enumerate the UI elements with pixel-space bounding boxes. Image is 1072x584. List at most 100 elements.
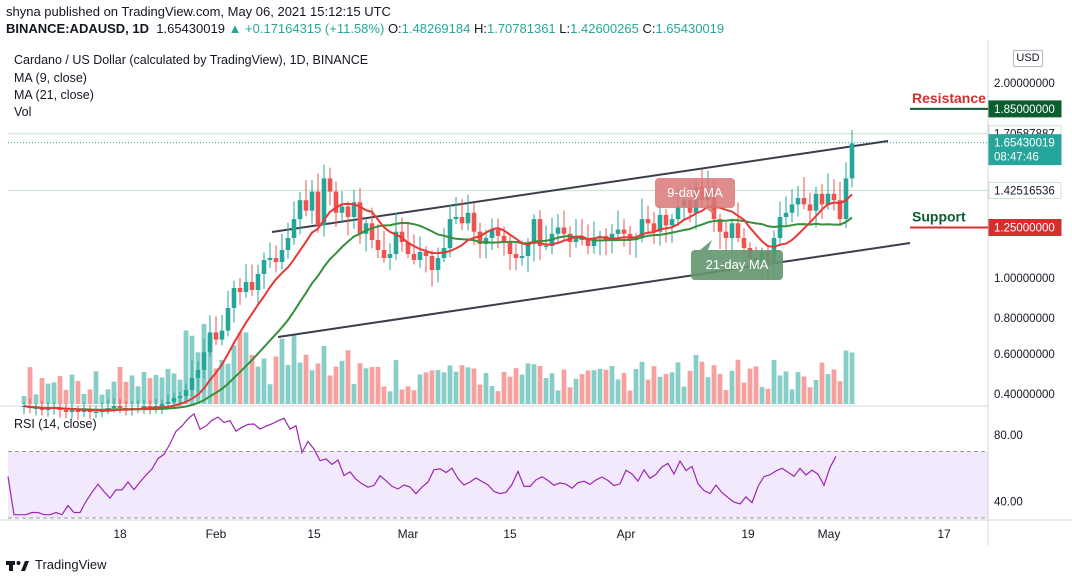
volume-bar xyxy=(825,374,831,404)
volume-bar xyxy=(495,391,501,404)
candle-body xyxy=(369,223,375,240)
ma21-tag-pointer xyxy=(700,240,712,250)
volume-bar xyxy=(333,366,339,404)
price-change: ▲ +0.17164315 (+11.58%) xyxy=(228,21,385,36)
volume-bar xyxy=(45,383,51,404)
volume-bar xyxy=(39,378,45,404)
ma21-tag-label: 21-day MA xyxy=(706,257,769,272)
volume-bar xyxy=(723,390,729,404)
rsi-tick-label: 40.00 xyxy=(994,496,1023,508)
volume-bar xyxy=(261,358,267,404)
candle-body xyxy=(189,378,195,390)
volume-bar xyxy=(759,387,765,404)
ma21-line xyxy=(23,216,853,411)
legend-ma21[interactable]: MA (21, close) xyxy=(14,88,94,102)
candle-body xyxy=(813,193,819,211)
resistance-price-tag-text: 1.85000000 xyxy=(994,104,1055,116)
volume-bar xyxy=(549,373,555,404)
candle-body xyxy=(381,250,387,258)
time-tick-label: 17 xyxy=(937,527,951,541)
volume-bar xyxy=(63,389,69,404)
volume-bar xyxy=(237,332,243,404)
volume-bar xyxy=(579,374,585,404)
tradingview-logo[interactable]: TradingView xyxy=(6,557,107,572)
volume-bar xyxy=(627,390,633,404)
volume-bar xyxy=(729,370,735,404)
candle-body xyxy=(513,254,519,258)
volume-bar xyxy=(423,372,429,404)
volume-bar xyxy=(99,394,105,404)
volume-bar xyxy=(345,350,351,404)
candle-body xyxy=(453,217,459,220)
legend-ma9[interactable]: MA (9, close) xyxy=(14,71,87,85)
candle-body xyxy=(333,191,339,213)
candle-body xyxy=(591,238,597,246)
candle-body xyxy=(117,406,123,408)
candle-body xyxy=(93,412,99,413)
candle-body xyxy=(393,231,399,254)
candle-body xyxy=(411,254,417,260)
volume-bar xyxy=(741,382,747,404)
candle-body xyxy=(639,219,645,238)
legend-vol[interactable]: Vol xyxy=(14,105,32,119)
time-tick-label: 19 xyxy=(741,527,755,541)
candle-body xyxy=(243,282,249,292)
candle-body xyxy=(615,229,621,234)
legend-rsi[interactable]: RSI (14, close) xyxy=(14,417,97,431)
volume-bar xyxy=(327,375,333,404)
volume-bar xyxy=(279,338,285,404)
volume-bar xyxy=(447,365,453,404)
tradingview-brand: TradingView xyxy=(35,557,107,572)
currency-button[interactable]: USD xyxy=(1013,50,1043,67)
volume-bar xyxy=(633,369,639,404)
volume-bar xyxy=(231,345,237,404)
volume-bar xyxy=(309,370,315,404)
candle-body xyxy=(519,256,525,258)
volume-bar xyxy=(681,386,687,404)
candle-body xyxy=(297,200,303,220)
volume-bar xyxy=(501,371,507,404)
volume-bar xyxy=(471,368,477,404)
volume-bar xyxy=(219,360,225,404)
candle-body xyxy=(279,250,285,262)
support-price-tag-box xyxy=(988,219,1062,236)
volume-bar xyxy=(111,381,117,404)
volume-bar xyxy=(87,389,93,404)
volume-bar xyxy=(489,386,495,404)
candle-body xyxy=(183,390,189,396)
candle-body xyxy=(561,227,567,234)
volume-bar xyxy=(561,369,567,404)
candle-body xyxy=(255,274,261,290)
volume-bar xyxy=(507,376,513,404)
candle-body xyxy=(825,193,831,205)
candle-body xyxy=(849,143,855,179)
candle-body xyxy=(795,198,801,205)
time-tick-label: 15 xyxy=(307,527,321,541)
candle-body xyxy=(585,240,591,246)
volume-bar xyxy=(603,369,609,404)
volume-bar xyxy=(735,359,741,404)
last-price-tag-text: 1.65430019 xyxy=(994,138,1055,150)
candle-body xyxy=(657,214,663,232)
tradingview-logo-icon xyxy=(6,560,29,571)
candle-body xyxy=(555,227,561,234)
candle-body xyxy=(777,217,783,238)
volume-bar xyxy=(147,378,153,404)
candle-body xyxy=(495,229,501,236)
candle-body xyxy=(459,217,465,224)
volume-bar xyxy=(693,354,699,404)
ohlc-line: BINANCE:ADAUSD, 1D 1.65430019 ▲ +0.17164… xyxy=(6,21,724,36)
candle-body xyxy=(741,238,747,248)
candle-body xyxy=(315,191,321,226)
candle-body xyxy=(729,223,735,238)
volume-bar xyxy=(519,374,525,404)
price-tick-label: 0.60000000 xyxy=(994,349,1055,361)
volume-bar xyxy=(621,372,627,404)
candle-body xyxy=(783,212,789,217)
volume-bar xyxy=(573,378,579,404)
candle-body xyxy=(81,410,87,412)
volume-bar xyxy=(171,373,177,404)
volume-bar xyxy=(93,371,99,404)
candle-body xyxy=(807,204,813,211)
